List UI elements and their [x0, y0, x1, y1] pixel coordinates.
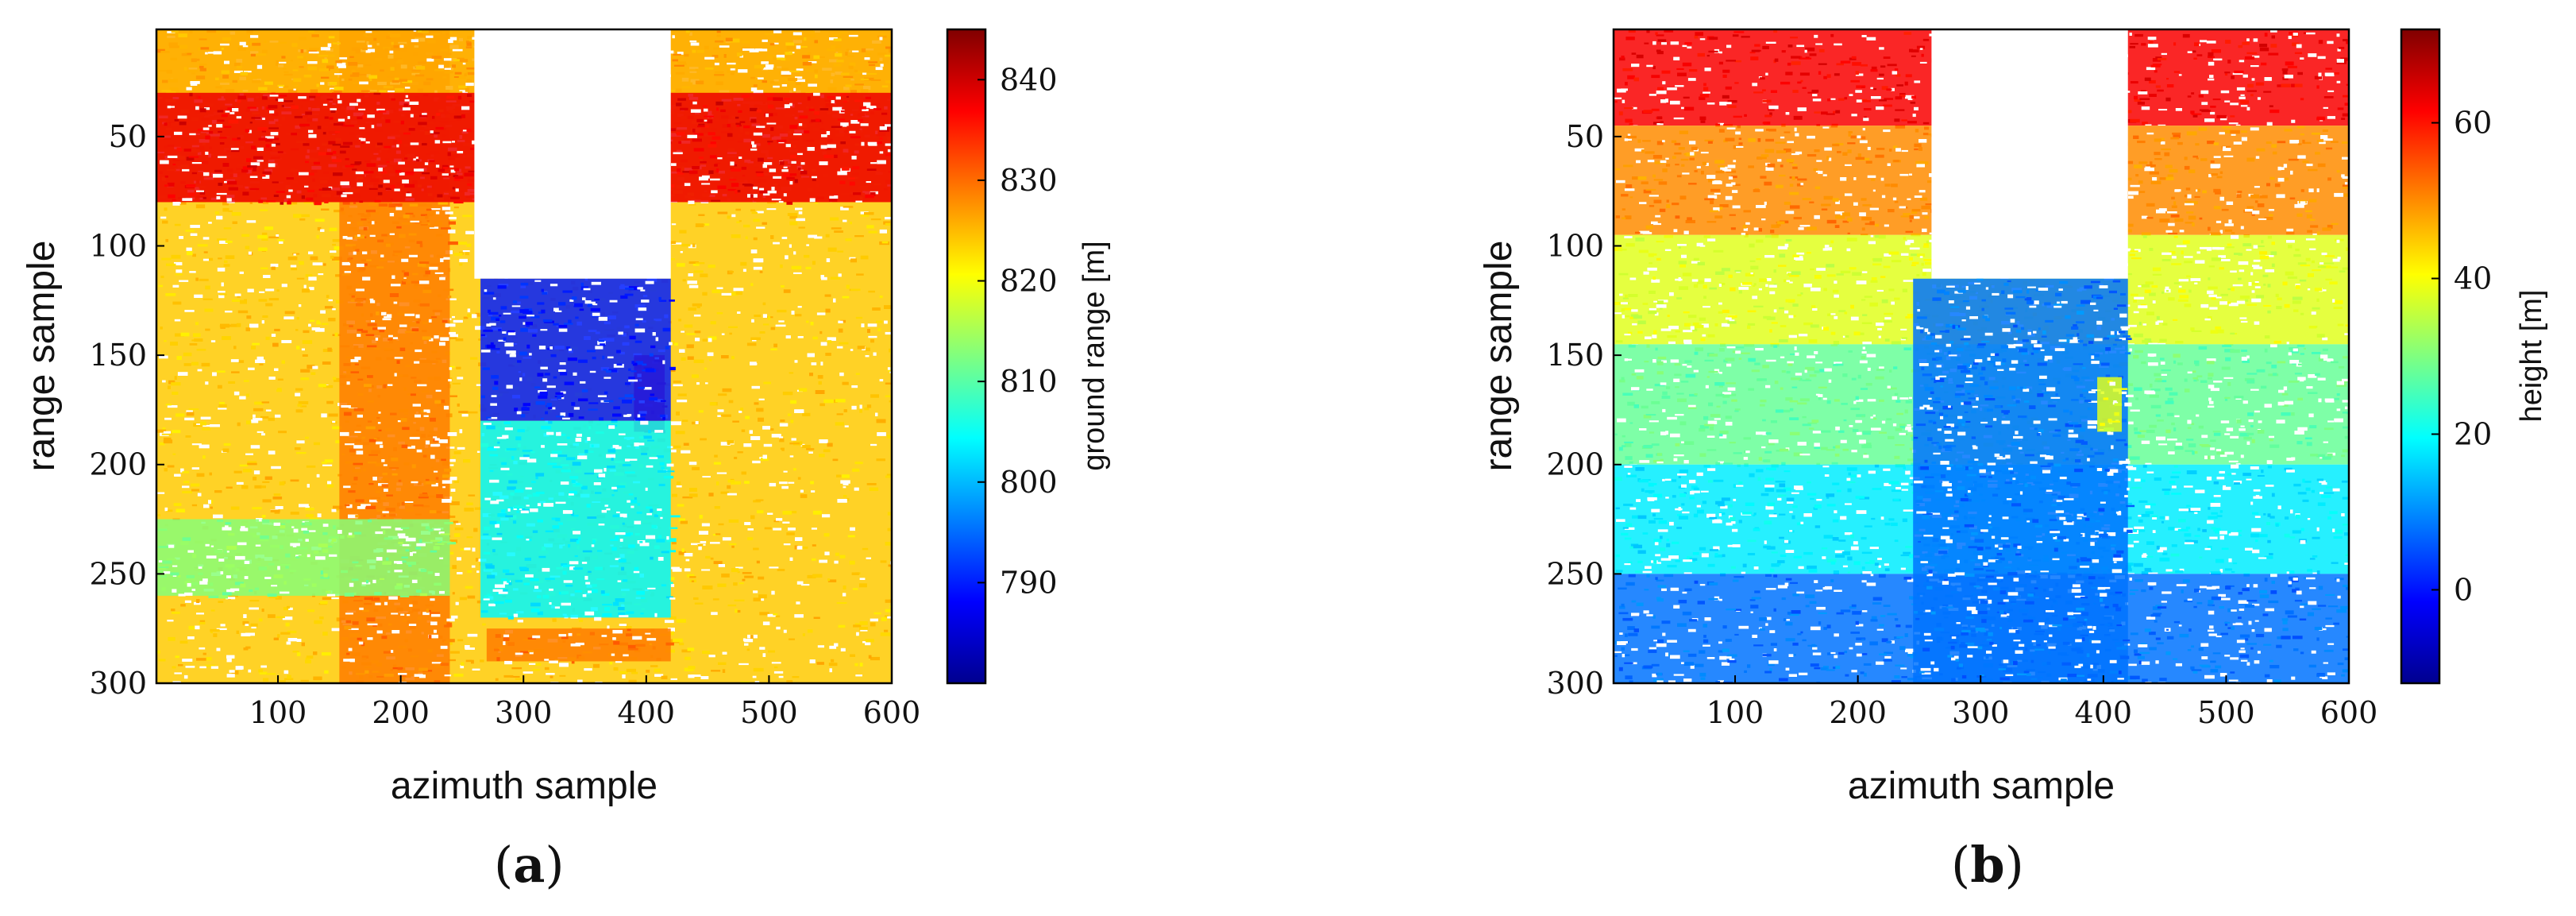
- x-tick-label: 400: [2075, 695, 2133, 730]
- y-tick-label: 300: [1546, 666, 1604, 701]
- heatmap-plot-a: [156, 29, 892, 683]
- colorbar-label-b: height [m]: [2515, 290, 2548, 423]
- y-tick-label: 100: [1546, 228, 1604, 263]
- speckle-bottom-orange-band: [494, 628, 674, 665]
- colorbar-label-a: ground range [m]: [1078, 241, 1111, 470]
- x-tick-label: 100: [249, 695, 307, 730]
- y-tick-label: 50: [1566, 119, 1604, 154]
- speckle-center-lower-cyan: [480, 420, 681, 621]
- x-tick-label: 100: [1706, 695, 1764, 730]
- region-center-gap-top: [474, 29, 671, 279]
- colorbar-tick-label: 820: [1000, 264, 1058, 299]
- panel-a: 100 200 300 400 500 600 50 100 150 200 250 300 azi…: [21, 28, 1111, 807]
- y-tick-label: 200: [1546, 447, 1604, 482]
- x-axis-label-a: azimuth sample: [391, 765, 657, 807]
- x-ticks-a: 100 200 300 400 500 600: [249, 675, 920, 730]
- x-tick-label: 400: [618, 695, 676, 730]
- region-center-lower-cyan: [480, 420, 671, 618]
- colorbar-tick-label: 20: [2454, 416, 2492, 451]
- x-tick-label: 300: [495, 695, 553, 730]
- colorbar-ticks-b: 0 20 40 60: [2431, 106, 2492, 607]
- x-axis-label-b: azimuth sample: [1848, 765, 2115, 807]
- y-ticks-b: 50 100 150 200 250 300: [1546, 119, 1622, 701]
- x-tick-label: 300: [1952, 695, 2010, 730]
- colorbar-tick-label: 40: [2454, 261, 2492, 296]
- speckle-center-building-blue: [1914, 278, 2137, 683]
- panel-label-a: (a): [494, 836, 565, 894]
- y-tick-label: 250: [1546, 556, 1604, 591]
- region-center-upper-blue: [480, 278, 671, 421]
- speckle-small-yellow-spot: [2100, 381, 2128, 431]
- x-tick-label: 200: [1829, 695, 1887, 730]
- x-tick-label: 600: [863, 695, 921, 730]
- x-ticks-b: 100 200 300 400 500 600: [1706, 675, 2377, 730]
- y-axis-label-b: range sample: [1478, 241, 1520, 472]
- region-center-gap-top: [1931, 29, 2128, 279]
- colorbar-tick-label: 800: [1000, 465, 1058, 500]
- colorbar-b: [2400, 28, 2441, 685]
- colorbar-tick-label: 790: [1000, 565, 1058, 600]
- colorbar-tick-label: 0: [2454, 572, 2473, 607]
- x-tick-label: 500: [740, 695, 798, 730]
- y-tick-label: 50: [109, 119, 147, 154]
- y-ticks-a: 50 100 150 200 250 300: [89, 119, 164, 701]
- colorbar-tick-label: 810: [1000, 364, 1058, 399]
- speckle-lower-left-green: [156, 519, 457, 599]
- x-tick-label: 500: [2197, 695, 2255, 730]
- panel-label-b: (b): [1951, 836, 2024, 894]
- colorbar-tick-label: 60: [2454, 106, 2492, 141]
- y-tick-label: 150: [89, 338, 147, 373]
- colorbar-ticks-a: 790 800 810 820 830 840: [978, 62, 1058, 600]
- colorbar-tick-label: 840: [1000, 62, 1058, 97]
- colorbar-a: [946, 28, 987, 685]
- x-tick-label: 600: [2320, 695, 2378, 730]
- y-axis-label-a: range sample: [21, 241, 63, 472]
- y-tick-label: 300: [89, 666, 147, 701]
- y-tick-label: 200: [89, 447, 147, 482]
- y-tick-label: 250: [89, 556, 147, 591]
- colorbar-tick-label: 830: [1000, 163, 1058, 198]
- y-tick-label: 100: [89, 228, 147, 263]
- x-tick-label: 200: [372, 695, 430, 730]
- y-tick-label: 150: [1546, 338, 1604, 373]
- speckle-center-upper-blue: [480, 280, 676, 423]
- heatmap-plot-b: [1614, 29, 2349, 683]
